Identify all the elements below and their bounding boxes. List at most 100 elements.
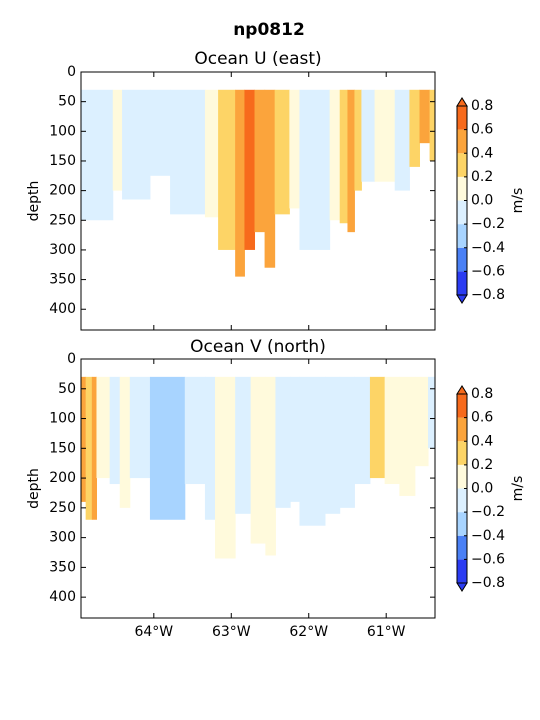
colorbar-tick-label: −0.4 bbox=[471, 240, 505, 256]
field-cell bbox=[428, 376, 436, 449]
y-tick-label: 0 bbox=[67, 351, 76, 367]
field-cell bbox=[275, 376, 291, 508]
y-axis-label: depth bbox=[26, 181, 42, 222]
field-cell bbox=[119, 376, 131, 508]
field-cell bbox=[235, 376, 252, 514]
field-cell bbox=[244, 89, 256, 250]
field-cell bbox=[399, 376, 416, 496]
field-cell bbox=[329, 89, 341, 221]
y-tick-label: 0 bbox=[67, 64, 76, 80]
colorbar-segment bbox=[457, 271, 467, 295]
field-cell bbox=[409, 89, 421, 167]
field-cell bbox=[419, 89, 431, 144]
colorbar-segment bbox=[457, 106, 467, 130]
y-tick-label: 150 bbox=[49, 440, 76, 456]
colorbar-extend bbox=[456, 582, 468, 592]
field-cell bbox=[184, 376, 206, 485]
y-tick-label: 350 bbox=[49, 272, 76, 288]
field-cell bbox=[429, 89, 436, 161]
colorbar-tick-label: 0.2 bbox=[471, 457, 493, 473]
field-cell bbox=[361, 89, 376, 182]
colorbar-segment bbox=[457, 247, 467, 272]
panel-title: Ocean U (east) bbox=[194, 49, 321, 69]
panel-title: Ocean V (north) bbox=[190, 337, 326, 357]
field-cell bbox=[274, 89, 290, 215]
x-tick-label: 62°W bbox=[289, 624, 328, 640]
colorbar-tick-label: −0.4 bbox=[471, 528, 505, 544]
y-tick-label: 150 bbox=[49, 153, 76, 169]
y-tick-label: 50 bbox=[58, 381, 76, 397]
colorbar-tick-label: 0.4 bbox=[471, 433, 493, 449]
field-cell bbox=[264, 89, 276, 268]
field-cell bbox=[374, 89, 396, 182]
colorbar-tick-label: 0.0 bbox=[471, 481, 493, 497]
field-cell bbox=[299, 89, 331, 250]
colorbar-label: m/s bbox=[510, 476, 526, 502]
field-cell bbox=[354, 376, 371, 485]
y-tick-label: 350 bbox=[49, 559, 76, 575]
field-cell bbox=[394, 89, 410, 191]
field-cell bbox=[339, 89, 348, 224]
colorbar-extend bbox=[456, 97, 468, 107]
field-cell bbox=[265, 376, 276, 556]
field-cell bbox=[289, 89, 300, 209]
colorbar-tick-label: −0.6 bbox=[471, 263, 505, 279]
colorbar-segment bbox=[457, 488, 467, 513]
colorbar-tick-label: 0.6 bbox=[471, 122, 493, 138]
field-cell bbox=[218, 89, 236, 250]
field-cell bbox=[414, 376, 429, 467]
y-tick-label: 50 bbox=[58, 94, 76, 110]
x-tick-label: 63°W bbox=[212, 624, 251, 640]
colorbar-extend bbox=[456, 385, 468, 395]
x-tick-label: 64°W bbox=[134, 624, 173, 640]
field-cell bbox=[91, 376, 97, 520]
colorbar-tick-label: −0.8 bbox=[471, 287, 505, 303]
y-tick-label: 100 bbox=[49, 123, 76, 139]
colorbar-segment bbox=[457, 224, 467, 248]
colorbar-segment bbox=[457, 129, 467, 154]
figure-title: np0812 bbox=[233, 20, 305, 40]
colorbar-tick-label: −0.8 bbox=[471, 575, 505, 591]
y-axis-label: depth bbox=[26, 468, 42, 509]
colorbar-tick-label: 0.0 bbox=[471, 193, 493, 209]
field-cell bbox=[112, 89, 123, 191]
plot-frame bbox=[80, 358, 436, 619]
field-cell bbox=[339, 376, 355, 508]
colorbar-segment bbox=[457, 200, 467, 225]
field-cell bbox=[254, 89, 266, 233]
colorbar-label: m/s bbox=[510, 188, 526, 214]
field-cell bbox=[129, 376, 151, 479]
y-tick-label: 200 bbox=[49, 183, 76, 199]
field-cell bbox=[81, 89, 114, 221]
colorbar-segment bbox=[457, 464, 467, 489]
field-cell bbox=[369, 376, 386, 479]
field-cell bbox=[85, 376, 93, 520]
field-cell bbox=[325, 376, 341, 514]
colorbar-segment bbox=[457, 535, 467, 560]
colorbar-tick-label: −0.2 bbox=[471, 504, 505, 520]
colorbar-segment bbox=[457, 441, 467, 465]
x-tick-label: 61°W bbox=[367, 624, 406, 640]
colorbar-segment bbox=[457, 417, 467, 442]
colorbar-tick-label: 0.8 bbox=[471, 98, 493, 114]
field-cell bbox=[299, 376, 326, 526]
colorbar-tick-label: 0.8 bbox=[471, 386, 493, 402]
field-cell bbox=[347, 89, 355, 233]
y-tick-label: 250 bbox=[49, 212, 76, 228]
colorbar-tick-label: −0.6 bbox=[471, 551, 505, 567]
colorbar-tick-label: 0.6 bbox=[471, 410, 493, 426]
plot-frame bbox=[80, 71, 436, 331]
y-tick-label: 300 bbox=[49, 242, 76, 258]
y-tick-label: 400 bbox=[49, 301, 76, 317]
colorbar-tick-label: −0.2 bbox=[471, 216, 505, 232]
colorbar-tick-label: 0.2 bbox=[471, 169, 493, 185]
field-cell bbox=[122, 89, 151, 200]
field-cell bbox=[81, 376, 87, 502]
colorbar-extend bbox=[456, 294, 468, 304]
colorbar-segment bbox=[457, 394, 467, 418]
field-cell bbox=[384, 376, 400, 485]
y-tick-label: 100 bbox=[49, 411, 76, 427]
colorbar-segment bbox=[457, 153, 467, 177]
field-cell bbox=[204, 376, 216, 520]
y-tick-label: 400 bbox=[49, 589, 76, 605]
